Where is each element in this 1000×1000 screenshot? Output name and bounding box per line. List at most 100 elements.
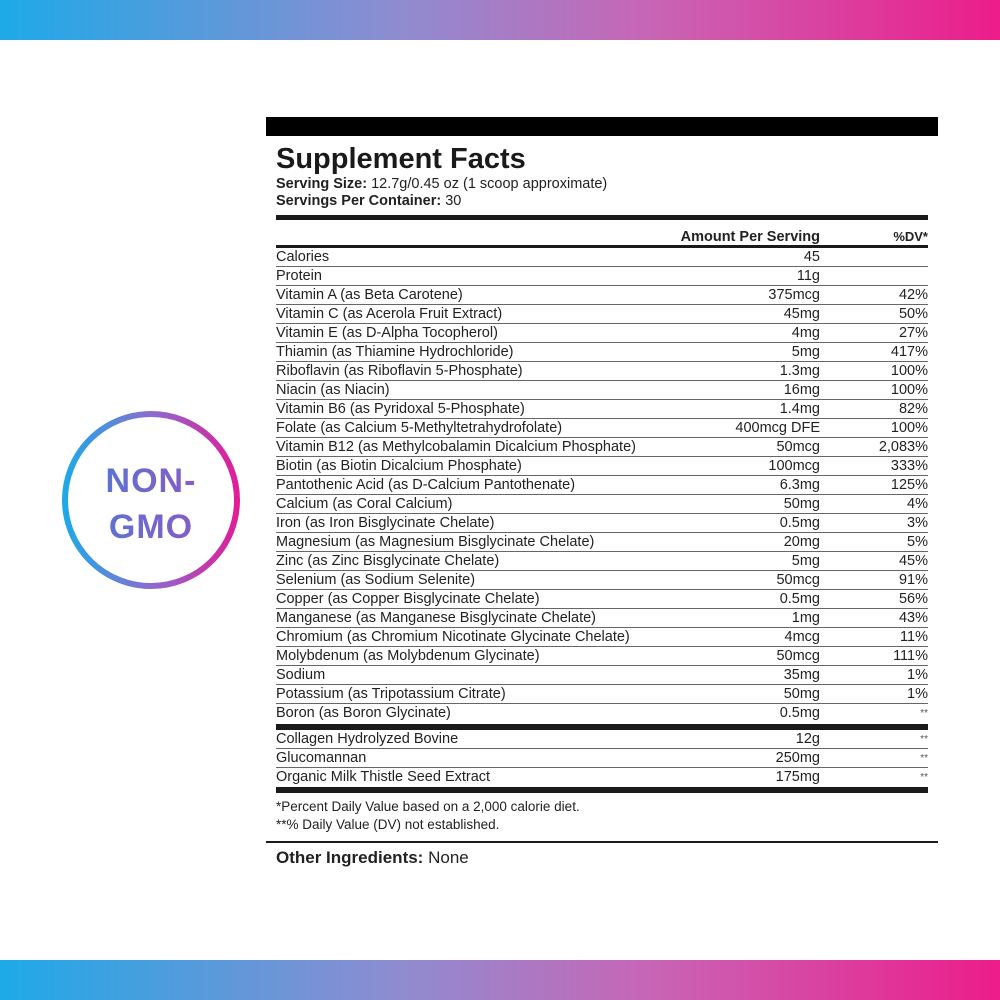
nutrient-amount: 400mcg DFE xyxy=(735,420,820,436)
nutrient-name: Protein xyxy=(276,268,322,284)
table-row: Potassium (as Tripotassium Citrate) 50mg 1… xyxy=(276,685,928,704)
nutrient-amount: 1.4mg xyxy=(779,401,820,417)
table-row: Magnesium (as Magnesium Bisglycinate Che… xyxy=(276,533,928,552)
nutrient-amount: 50mg xyxy=(783,496,820,512)
nutrient-amount: 12g xyxy=(795,731,820,747)
nutrient-name: Chromium (as Chromium Nicotinate Glycina… xyxy=(276,629,630,645)
nutrient-name: Thiamin (as Thiamine Hydrochloride) xyxy=(276,344,514,360)
nutrient-amount: 4mg xyxy=(791,325,820,341)
other-ingredients-value: None xyxy=(423,848,469,867)
table-row: Glucomannan 250mg ** xyxy=(276,749,928,768)
table-header: Amount Per Serving %DV* xyxy=(276,225,928,245)
nutrient-amount: 45mg xyxy=(783,306,820,322)
table-row: Iron (as Iron Bisglycinate Chelate) 0.5mg… xyxy=(276,514,928,533)
table-row: Vitamin C (as Acerola Fruit Extract) 45mg… xyxy=(276,305,928,324)
nutrient-dv: ** xyxy=(920,734,928,745)
nutrient-dv xyxy=(820,248,928,266)
nutrient-amount: 0.5mg xyxy=(779,515,820,531)
nutrient-amount: 50mg xyxy=(783,686,820,702)
nutrient-dv: 100% xyxy=(890,363,928,379)
nutrient-amount: 6.3mg xyxy=(779,477,820,493)
divider-thick xyxy=(276,787,928,793)
non-gmo-badge-ring xyxy=(62,411,240,589)
col-amount-header: Amount Per Serving xyxy=(680,229,820,245)
nutrient-name: Vitamin E (as D-Alpha Tocopherol) xyxy=(276,325,498,341)
divider-medium xyxy=(276,245,928,248)
nutrient-amount: 11g xyxy=(796,268,820,284)
nutrient-amount: 100mcg xyxy=(768,458,820,474)
nutrient-amount: 1mg xyxy=(791,610,820,626)
table-row: Sodium 35mg 1% xyxy=(276,666,928,685)
badge-line-2: GMO xyxy=(108,508,194,546)
table-row: Chromium (as Chromium Nicotinate Glycina… xyxy=(276,628,928,647)
nutrient-dv: 27% xyxy=(898,325,928,341)
nutrient-name: Molybdenum (as Molybdenum Glycinate) xyxy=(276,648,540,664)
footnote-dv: *Percent Daily Value based on a 2,000 ca… xyxy=(276,799,580,814)
serving-size: Serving Size: 12.7g/0.45 oz (1 scoop app… xyxy=(276,176,928,193)
nutrient-amount: 5mg xyxy=(791,344,820,360)
nutrient-dv: ** xyxy=(920,708,928,719)
table-row: Protein 11g xyxy=(276,267,928,286)
nutrient-name: Sodium xyxy=(276,667,326,683)
nutrient-dv: 82% xyxy=(898,401,928,417)
nutrient-name: Copper (as Copper Bisglycinate Chelate) xyxy=(276,591,540,607)
panel-title: Supplement Facts xyxy=(276,143,526,175)
table-row: Organic Milk Thistle Seed Extract 175mg ** xyxy=(276,768,928,786)
servings-label: Servings Per Container: xyxy=(276,193,442,209)
nutrient-dv: ** xyxy=(920,772,928,783)
bottom-gradient-bar xyxy=(0,960,1000,1000)
nutrient-dv: 100% xyxy=(890,420,928,436)
table-row: Selenium (as Sodium Selenite) 50mcg 91% xyxy=(276,571,928,590)
nutrient-amount: 250mg xyxy=(775,750,820,766)
nutrient-amount: 375mcg xyxy=(768,287,820,303)
nutrient-amount: 20mg xyxy=(783,534,820,550)
nutrient-dv: 91% xyxy=(898,572,928,588)
nutrient-dv: 56% xyxy=(898,591,928,607)
nutrient-name: Zinc (as Zinc Bisglycinate Chelate) xyxy=(276,553,500,569)
table-row: Copper (as Copper Bisglycinate Chelate) 0… xyxy=(276,590,928,609)
nutrient-amount: 35mg xyxy=(783,667,820,683)
nutrient-dv: 43% xyxy=(898,610,928,626)
nutrient-name: Boron (as Boron Glycinate) xyxy=(276,705,451,721)
nutrient-dv: 2,083% xyxy=(878,439,928,455)
nutrient-dv: 4% xyxy=(907,496,928,512)
nutrient-dv: 50% xyxy=(898,306,928,322)
table-row: Vitamin A (as Beta Carotene) 375mcg 42% xyxy=(276,286,928,305)
nutrient-name: Vitamin B12 (as Methylcobalamin Dicalciu… xyxy=(276,439,636,455)
nutrient-name: Glucomannan xyxy=(276,750,367,766)
nutrient-amount: 16mg xyxy=(783,382,820,398)
badge-line-1: NON- xyxy=(105,462,197,500)
table-row: Vitamin B12 (as Methylcobalamin Dicalciu… xyxy=(276,438,928,457)
serving-size-label: Serving Size: xyxy=(276,176,368,192)
nutrient-name: Vitamin B6 (as Pyridoxal 5-Phosphate) xyxy=(276,401,525,417)
table-row: Niacin (as Niacin) 16mg 100% xyxy=(276,381,928,400)
supplement-facts-panel: Supplement Facts Serving Size: 12.7g/0.4… xyxy=(266,117,938,873)
table-row: Boron (as Boron Glycinate) 0.5mg ** xyxy=(276,704,928,722)
nutrient-amount: 50mcg xyxy=(776,439,820,455)
nutrient-amount: 1.3mg xyxy=(779,363,820,379)
nutrient-name: Calcium (as Coral Calcium) xyxy=(276,496,453,512)
nutrient-name: Collagen Hydrolyzed Bovine xyxy=(276,731,459,747)
nutrient-dv: 42% xyxy=(898,287,928,303)
nutrient-dv: 1% xyxy=(907,667,928,683)
non-gmo-badge-text: NON- GMO xyxy=(60,458,242,550)
servings-per-container: Servings Per Container: 30 xyxy=(276,193,928,210)
nutrient-dv xyxy=(820,267,928,285)
table-row: Vitamin B6 (as Pyridoxal 5-Phosphate) 1.4… xyxy=(276,400,928,419)
other-ingredients: Other Ingredients: None xyxy=(266,843,938,873)
table-row: Riboflavin (as Riboflavin 5-Phosphate) 1.… xyxy=(276,362,928,381)
nutrient-name: Biotin (as Biotin Dicalcium Phosphate) xyxy=(276,458,522,474)
table-row: Zinc (as Zinc Bisglycinate Chelate) 5mg 45… xyxy=(276,552,928,571)
footnote-not-established: **% Daily Value (DV) not established. xyxy=(276,817,500,832)
table-row: Folate (as Calcium 5-Methyltetrahydrofol… xyxy=(276,419,928,438)
nutrient-amount: 4mcg xyxy=(784,629,820,645)
nutrient-name: Pantothenic Acid (as D-Calcium Pantothen… xyxy=(276,477,576,493)
table-row: Molybdenum (as Molybdenum Glycinate) 50mc… xyxy=(276,647,928,666)
nutrient-amount: 5mg xyxy=(791,553,820,569)
servings-value: 30 xyxy=(441,193,462,209)
nutrient-amount: 175mg xyxy=(775,769,820,785)
top-gradient-bar xyxy=(0,0,1000,40)
nutrient-name: Niacin (as Niacin) xyxy=(276,382,390,398)
nutrient-table: Calories 45 Protein 11g Vitamin A (as Beta C… xyxy=(276,248,928,722)
table-row: Calories 45 xyxy=(276,248,928,267)
